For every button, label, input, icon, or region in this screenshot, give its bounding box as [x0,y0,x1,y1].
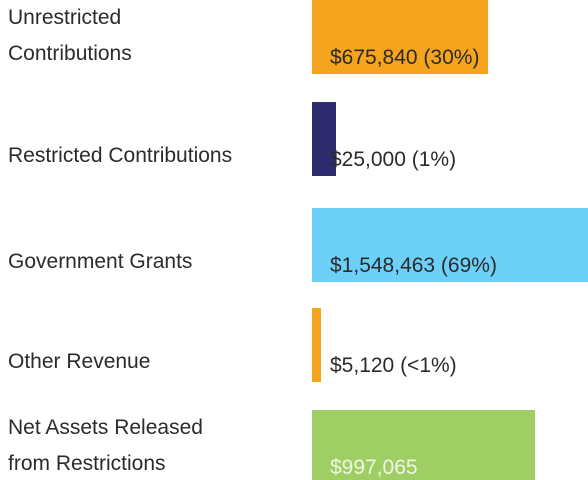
bar [312,208,588,282]
value-label: $997,065 [330,456,418,479]
category-label: Other Revenue [8,350,151,373]
bar [312,0,489,74]
category-label: Net Assets Released from Restrictions [8,416,203,475]
category-label: Government Grants [8,250,193,273]
value-label: $675,840 (30%) [330,46,480,69]
category-label: Restricted Contributions [8,144,233,167]
bar [312,410,535,480]
category-label: Unrestricted Contributions [8,6,132,65]
value-label: $5,120 (<1%) [330,354,457,377]
value-label: $25,000 (1%) [330,148,457,171]
bar [312,102,337,176]
bar [312,308,322,382]
value-label: $1,548,463 (69%) [330,254,497,277]
